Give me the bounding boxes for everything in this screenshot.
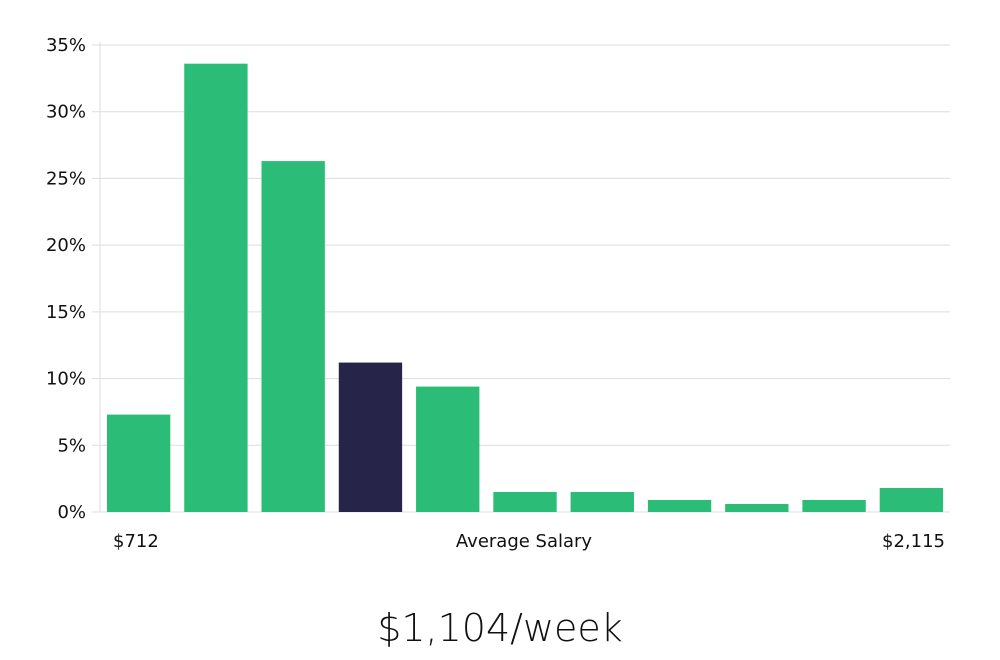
bar (725, 503, 789, 512)
average-salary-value: $1,104/week (377, 606, 623, 650)
y-tick-label: 35% (46, 35, 86, 56)
bar (879, 487, 944, 512)
bars (106, 63, 944, 513)
y-tick-label: 15% (46, 302, 86, 323)
bar (647, 499, 712, 512)
bar (493, 491, 557, 512)
bar (261, 161, 325, 512)
y-tick-label: 20% (46, 235, 86, 256)
y-tick-label: 10% (46, 369, 86, 390)
x-min-label: $712 (113, 531, 159, 552)
bar (802, 499, 866, 512)
bar (416, 386, 480, 512)
bar-highlighted (338, 362, 403, 512)
bar (184, 63, 248, 513)
y-tick-label: 0% (57, 502, 86, 523)
y-axis-ticks: 0% 5% 10% 15% 20% 25% 30% 35% (46, 35, 100, 523)
bar (106, 414, 171, 512)
y-tick-label: 5% (57, 435, 86, 456)
y-tick-label: 30% (46, 102, 86, 123)
x-max-label: $2,115 (882, 531, 945, 552)
x-axis-title: Average Salary (456, 531, 593, 552)
salary-histogram: 0% 5% 10% 15% 20% 25% 30% 35% $712 Average Sala… (46, 35, 950, 552)
bar (570, 491, 634, 512)
y-tick-label: 25% (46, 168, 86, 189)
